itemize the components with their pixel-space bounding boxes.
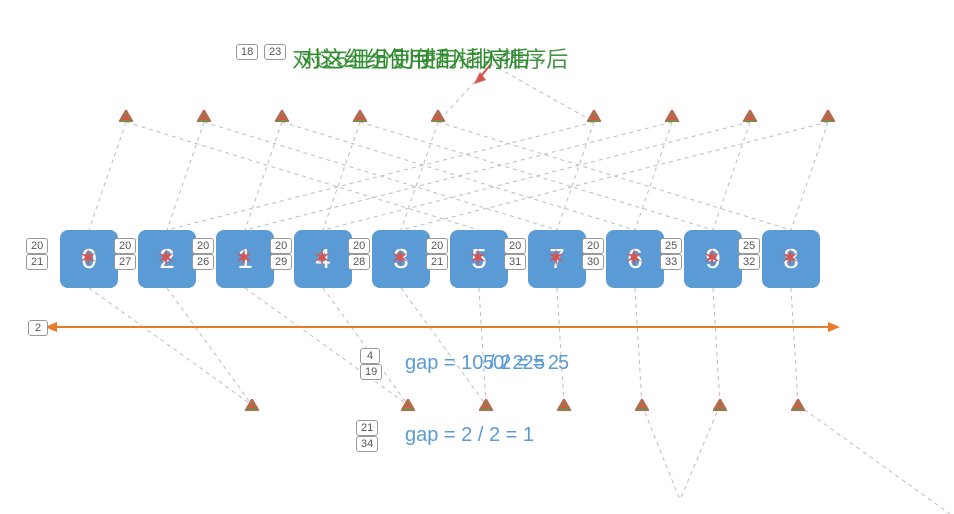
cell-marker: ✶ [78,244,98,273]
cell-label-top: 25 [738,238,760,254]
array-cell: 2✶ [138,230,196,288]
cell-marker: ✶ [390,244,410,273]
top-node-icon [275,110,289,122]
bottom-node-icon [479,399,493,411]
gap-badge: 4 [360,348,380,364]
bottom-node-icon [401,399,415,411]
top-node-icon [821,110,835,122]
range-arrow [55,326,830,328]
gap-badge: 19 [360,364,382,380]
title-badge: 23 [264,44,286,60]
array-cell: 3✶ [372,230,430,288]
bottom-node-icon [245,399,259,411]
cell-label-top: 20 [426,238,448,254]
cell-label-top: 20 [114,238,136,254]
cell-label-top: 20 [582,238,604,254]
gap-badge: 34 [356,436,378,452]
cell-marker: ✶ [780,244,800,273]
cell-label-bot: 29 [270,254,292,270]
cell-label-bot: 32 [738,254,760,270]
bottom-node-icon [713,399,727,411]
top-node-icon [197,110,211,122]
array-cell: 7✶ [528,230,586,288]
bottom-node-icon [557,399,571,411]
array-cell: 0✶ [60,230,118,288]
title-text-shadow: 对这5组分别使用插入排序后 [292,42,568,74]
arrow-label: 2 [28,320,48,336]
cell-marker: ✶ [702,244,722,273]
cell-marker: ✶ [468,244,488,273]
cell-label-top: 20 [26,238,48,254]
cell-label-bot: 28 [348,254,370,270]
top-node-icon [587,110,601,122]
cell-label-bot: 21 [26,254,48,270]
array-cell: 1✶ [216,230,274,288]
array-cell: 5✶ [450,230,508,288]
cell-label-top: 20 [504,238,526,254]
top-node-icon [431,110,445,122]
cell-label-top: 25 [660,238,682,254]
gap-badge: 21 [356,420,378,436]
top-node-icon [743,110,757,122]
cell-label-bot: 31 [504,254,526,270]
cell-label-top: 20 [192,238,214,254]
cell-label-bot: 21 [426,254,448,270]
cell-marker: ✶ [234,244,254,273]
cell-marker: ✶ [312,244,332,273]
cell-label-top: 20 [270,238,292,254]
title-badge: 18 [236,44,258,60]
cell-marker: ✶ [546,244,566,273]
cell-label-bot: 30 [582,254,604,270]
top-node-icon [353,110,367,122]
cell-marker: ✶ [624,244,644,273]
cell-label-bot: 27 [114,254,136,270]
top-node-icon [665,110,679,122]
array-cell: 8✶ [762,230,820,288]
cell-label-bot: 33 [660,254,682,270]
cell-marker: ✶ [156,244,176,273]
gap-formula-overlay: 50/ 22= 25 [483,352,568,375]
array-cell: 6✶ [606,230,664,288]
top-node-icon [119,110,133,122]
cell-label-top: 20 [348,238,370,254]
bottom-node-icon [791,399,805,411]
bottom-node-icon [635,399,649,411]
array-cell: 9✶ [684,230,742,288]
gap-formula: gap = 2 / 2 = 1 [405,424,534,447]
array-cell: 4✶ [294,230,352,288]
cell-label-bot: 26 [192,254,214,270]
